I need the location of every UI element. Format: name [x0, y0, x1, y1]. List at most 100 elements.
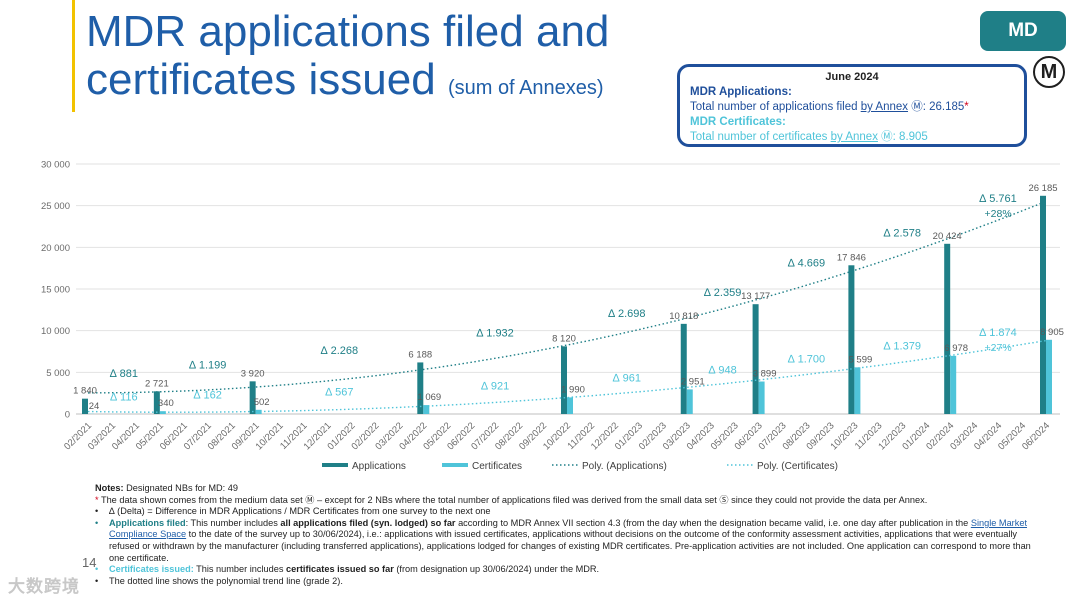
legend-label: Poly. (Certificates) [757, 461, 838, 472]
notes-delta-definition: • ∆ (Delta) = Difference in MDR Applicati… [95, 506, 1035, 518]
notes-section: Notes: Designated NBs for MD: 49 * The d… [95, 483, 1035, 587]
legend-swatch [322, 463, 348, 467]
certificates-annex-link[interactable]: by Annex [830, 131, 878, 143]
certificates-total-value: : 8.905 [892, 131, 928, 143]
notes-applications-filed: • Applications filed: This number include… [95, 518, 1035, 564]
summary-infobox: June 2024 MDR Applications: Total number… [677, 64, 1027, 147]
applications-bar [944, 243, 951, 414]
applications-bar [82, 398, 88, 414]
applications-delta-label: ∆ 5.761 [979, 193, 1016, 205]
certificates-delta-label: ∆ 162 [194, 389, 222, 401]
certificates-value-label: 1 069 [417, 392, 441, 403]
applications-delta-label: ∆ 1.199 [189, 359, 226, 371]
certificates-delta-label: ∆ 948 [709, 364, 737, 376]
certificates-bar [255, 409, 262, 414]
infobox-applications-line: Total number of applications filed by An… [690, 100, 1014, 115]
applications-delta-label: ∆ 4.669 [788, 258, 825, 270]
applications-annex-link[interactable]: by Annex [860, 101, 909, 113]
applications-filed-bold: all applications filed (syn. lodged) so … [280, 517, 456, 528]
certificates-trendline [88, 339, 1047, 413]
applications-value-label: 20 424 [933, 231, 962, 242]
applications-filed-text-b: according to MDR Annex VII section 4.3 (… [455, 517, 971, 528]
notes-dataset-text: The data shown comes from the medium dat… [98, 494, 928, 505]
applications-bar [249, 381, 256, 414]
applications-value-label: 3 920 [241, 368, 265, 379]
title-accent-bar [72, 0, 75, 112]
certificates-bar [686, 389, 693, 414]
page-title: MDR applications filed and certificates … [86, 8, 686, 112]
legend-label: Poly. (Applications) [582, 461, 667, 472]
bullet: • [95, 517, 99, 528]
applications-delta-label: ∆ 2.578 [884, 228, 921, 240]
medium-dataset-icon: M [1033, 56, 1065, 88]
certificates-bar [854, 367, 861, 414]
certificates-bar [1046, 339, 1052, 414]
certificates-delta-percent: +27% [985, 342, 1012, 354]
certificates-delta-label: ∆ 921 [481, 380, 509, 392]
certificates-value-label: 5 599 [849, 354, 873, 365]
certificates-value-label: 24 [89, 401, 100, 412]
certificates-prefix: Total number of certificates [690, 131, 831, 143]
y-tick-label: 30 000 [41, 160, 70, 171]
certificates-delta-label: ∆ 116 [110, 391, 137, 403]
applications-delta-label: ∆ 2.698 [608, 308, 645, 320]
bullet: • [95, 575, 99, 586]
notes-certificates-issued: • Certificates issued: This number includ… [95, 564, 1035, 576]
certificates-bar [567, 397, 573, 414]
legend-label: Certificates [472, 461, 522, 472]
certificates-bar [159, 411, 166, 414]
applications-filed-text-c: to the date of the survey up to 30/06/20… [109, 529, 1031, 563]
legend-swatch [442, 463, 468, 467]
applications-bar [417, 362, 424, 414]
certificates-annex-symbol: Ⓜ [881, 131, 893, 143]
applications-trendline [87, 200, 1047, 394]
certificates-issued-bold: certificates issued so far [286, 564, 394, 575]
infobox-certificates-line: Total number of certificates by Annex Ⓜ:… [690, 130, 1014, 145]
certificates-value-label: 340 [158, 398, 174, 409]
certificates-bar [758, 381, 765, 414]
certificates-delta-label: ∆ 1.700 [788, 353, 825, 365]
y-tick-label: 10 000 [41, 326, 70, 337]
applications-value-label: 1 840 [73, 386, 97, 397]
single-market-compliance-link[interactable]: Single Market Compliance Space [109, 517, 1027, 540]
y-tick-label: 25 000 [41, 201, 70, 212]
infobox-date: June 2024 [825, 71, 879, 83]
applications-bar [752, 304, 759, 414]
certificates-value-label: 1 990 [561, 384, 585, 395]
watermark-logo: 大数跨境 [8, 577, 80, 596]
certificates-bar [423, 405, 430, 414]
applications-annex-symbol: Ⓜ [911, 101, 923, 113]
applications-value-label: 8 120 [552, 333, 576, 344]
certificates-issued-label: Certificates issued: [109, 564, 194, 575]
certificates-value-label: 6 978 [944, 343, 968, 354]
certificates-value-label: 8 905 [1040, 327, 1064, 338]
applications-footnote-star: * [964, 101, 969, 113]
certificates-delta-label: ∆ 961 [613, 372, 641, 384]
certificates-delta-label: ∆ 1.874 [979, 327, 1016, 339]
y-tick-label: 15 000 [41, 285, 70, 296]
notes-designated-text: Designated NBs for MD: 49 [123, 483, 238, 493]
certificates-value-label: 502 [254, 397, 270, 408]
page-title-main: MDR applications filed and certificates … [86, 7, 610, 104]
applications-filed-label: Applications filed [109, 517, 186, 528]
md-badge: MD [980, 11, 1066, 51]
applications-delta-label: ∆ 881 [110, 368, 138, 380]
bullet: • [95, 506, 99, 517]
applications-value-label: 17 846 [837, 252, 866, 263]
notes-label: Notes: [95, 483, 124, 493]
certificates-bar [950, 355, 957, 414]
applications-bar [680, 323, 687, 414]
bullet: • [95, 564, 99, 575]
certificates-value-label: 3 899 [753, 369, 777, 380]
applications-delta-percent: +28% [985, 208, 1012, 220]
y-tick-label: 5 000 [46, 368, 70, 379]
notes-designated-nbs: Notes: Designated NBs for MD: 49 [95, 483, 1035, 495]
applications-filed-text-a: : This number includes [185, 517, 281, 528]
certificates-delta-label: ∆ 1.379 [884, 341, 921, 353]
notes-footnote-star: * [95, 494, 99, 505]
applications-value-label: 2 721 [145, 378, 169, 389]
notes-delta-text: ∆ (Delta) = Difference in MDR Applicatio… [109, 506, 491, 517]
page-number: 14 [82, 555, 97, 570]
notes-dataset-footnote: * The data shown comes from the medium d… [95, 495, 1035, 507]
